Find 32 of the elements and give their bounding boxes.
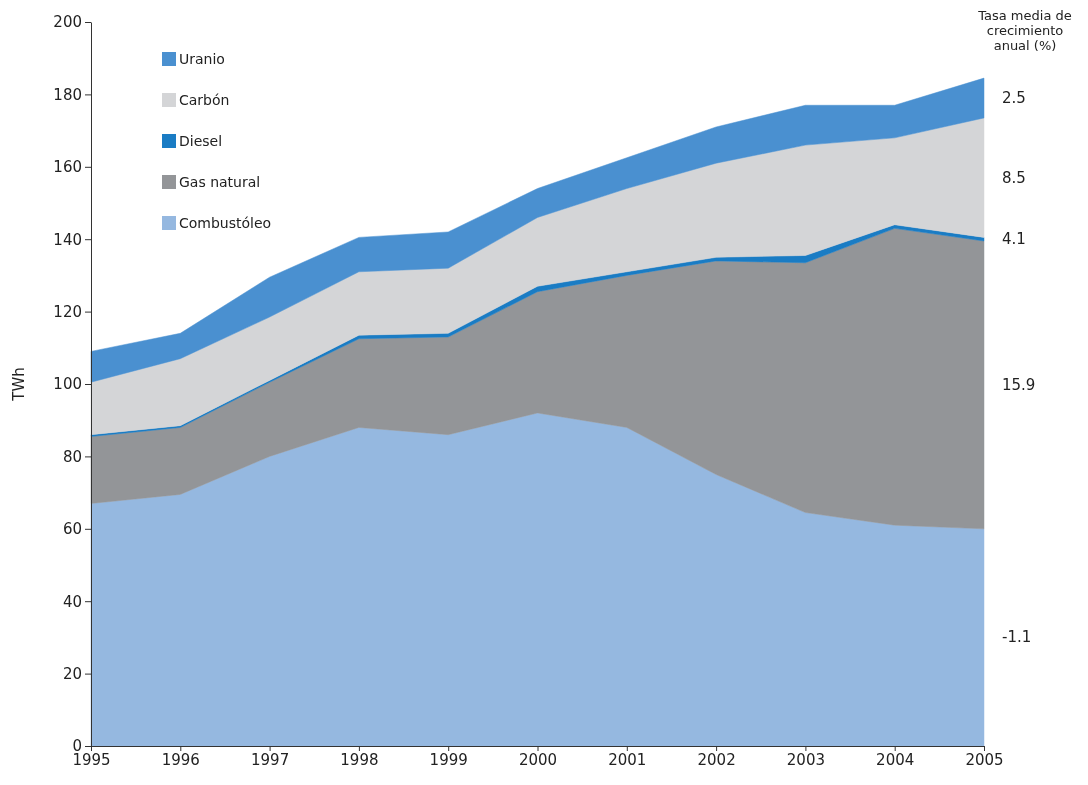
y-axis-title: TWh (10, 367, 28, 402)
y-tick-label: 140 (53, 230, 82, 249)
x-tick-label: 2004 (876, 750, 915, 769)
y-tick-label: 200 (53, 13, 82, 32)
text: 8.5 (1002, 168, 1026, 187)
y-tick-label: 160 (53, 158, 82, 177)
x-tick-label: 2005 (965, 750, 1004, 769)
y-tick-label: 120 (53, 302, 82, 321)
x-tick-label: 2002 (697, 750, 736, 769)
legend-label: Diesel (179, 133, 223, 149)
x-tick-label: 1997 (251, 750, 290, 769)
annotation: Tasa media de crecimiento anual (%) (977, 8, 1072, 53)
text: 2.5 (1002, 89, 1026, 108)
text: -1.1 (1002, 628, 1032, 647)
x-tick-label: 2000 (518, 750, 558, 769)
y-tick-label: 40 (62, 592, 82, 611)
x-tick-label: 1999 (429, 750, 468, 769)
y-tick-label: 180 (53, 85, 82, 104)
y-tick-label: 80 (62, 447, 82, 466)
text: 4.1 (1002, 230, 1026, 249)
x-tick-label: 2001 (608, 750, 647, 769)
text: 15.9 (1002, 375, 1036, 394)
legend-label: Combustóleo (179, 215, 272, 231)
x-tick-label: 1998 (340, 750, 379, 769)
legend-label: Carbón (179, 92, 230, 108)
y-tick-label: 20 (62, 664, 82, 683)
x-tick-label: 2003 (786, 750, 825, 769)
legend-label: Gas natural (179, 174, 261, 190)
x-tick-label: 1996 (161, 750, 200, 769)
y-tick-label: 100 (53, 375, 82, 394)
legend-label: Uranio (179, 51, 225, 67)
y-tick-label: 60 (62, 520, 82, 539)
